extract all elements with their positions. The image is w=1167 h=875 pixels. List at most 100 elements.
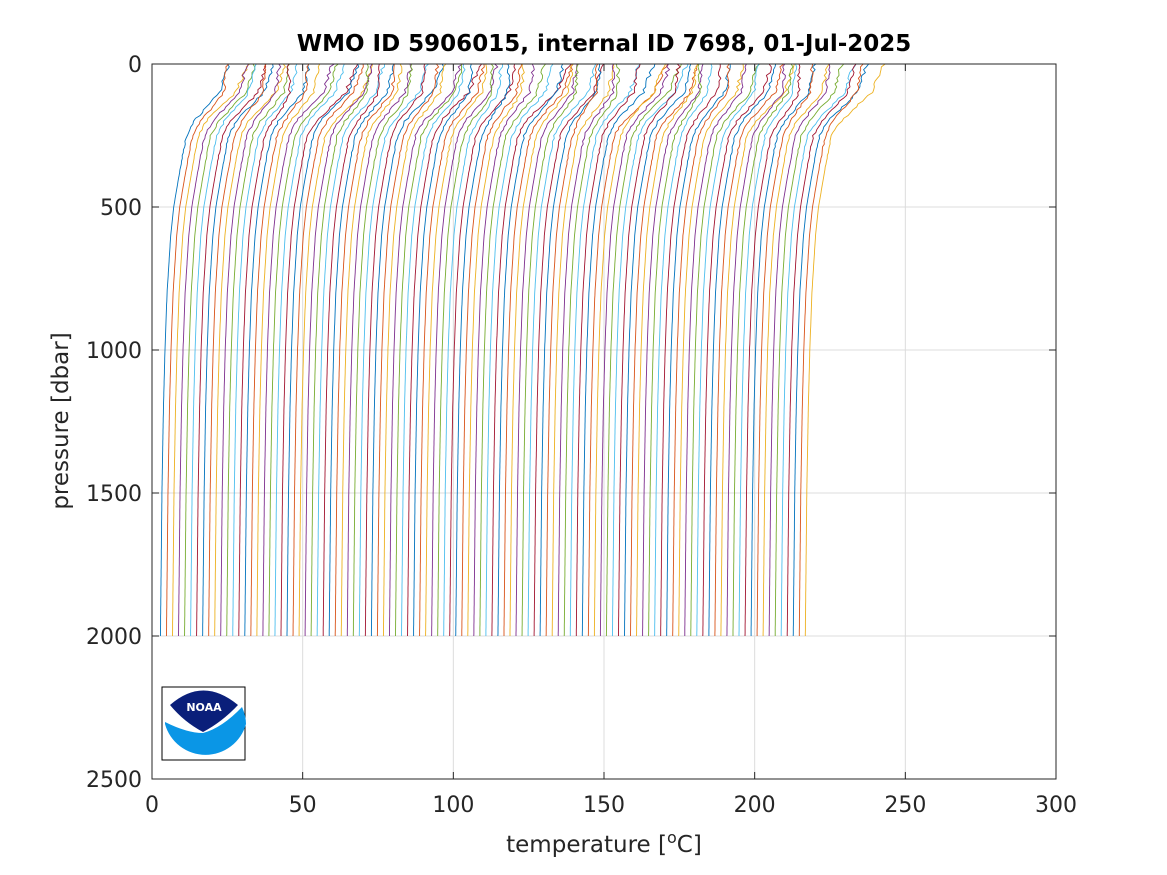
profile-line (172, 63, 250, 636)
profile-line (479, 63, 546, 636)
profile-line (605, 63, 682, 636)
profile-line (232, 63, 298, 636)
profile-line (304, 63, 373, 636)
profile-line (473, 63, 535, 637)
profile-line (551, 63, 615, 636)
profile-line (262, 63, 335, 636)
noaa-logo: NOAA (161, 686, 246, 761)
profile-line (250, 63, 310, 637)
profile-line (774, 63, 845, 636)
profile-line (364, 63, 426, 637)
profile-line (515, 63, 578, 636)
profile-line (485, 63, 554, 636)
y-tick-label: 1000 (86, 339, 142, 364)
profile-line (208, 63, 267, 636)
profile-line (503, 63, 574, 636)
profile-line (750, 63, 817, 636)
x-axis-label-sup: o (667, 828, 677, 847)
profile-line (316, 63, 385, 637)
profile-line (268, 63, 339, 636)
profile-line (690, 63, 760, 636)
profile-line (274, 63, 345, 637)
profile-line (575, 63, 641, 636)
profile-line (178, 63, 249, 636)
profiles (159, 63, 886, 637)
profile-line (382, 63, 447, 637)
profile-line (786, 63, 857, 636)
profile-line (226, 63, 291, 637)
plot-axes: NOAA 0 50 100 150 200 250 300 0 500 1000 1500 2000 2… (86, 53, 1077, 818)
profile-line (425, 63, 488, 636)
profile-line (618, 63, 682, 636)
profile-line (214, 63, 286, 636)
profile-line (292, 63, 364, 637)
profile-line (738, 63, 798, 636)
profile-line (256, 63, 321, 636)
profile-line (587, 63, 668, 637)
profile-line (756, 63, 814, 636)
y-axis-label: pressure [dbar] (48, 332, 74, 509)
profile-line (678, 63, 744, 637)
profile-line (684, 63, 747, 636)
logo-bottom-wave (165, 707, 246, 755)
profile-line (413, 63, 474, 636)
profile-line (244, 63, 311, 636)
x-tick-label: 150 (583, 793, 625, 818)
profile-line (642, 63, 704, 636)
y-tick-label: 1500 (86, 482, 142, 507)
profile-line (792, 63, 870, 637)
profile-line (346, 63, 413, 636)
profile-line (395, 63, 463, 636)
profile-line (376, 63, 440, 636)
profile-line (286, 63, 360, 636)
profile-line (702, 63, 772, 637)
y-tick-label: 0 (128, 53, 142, 78)
profile-line (624, 63, 692, 636)
profile-line (521, 63, 579, 637)
profile-line (443, 64, 503, 636)
x-tick-label: 200 (734, 793, 776, 818)
profile-line (654, 63, 713, 637)
profile-line (533, 63, 604, 636)
profile-line (509, 63, 574, 636)
profile-line (328, 63, 395, 636)
profile-line (672, 63, 731, 636)
profile-line (202, 63, 274, 637)
profile-line (431, 63, 499, 637)
logo-text: NOAA (186, 701, 222, 714)
profile-line (322, 63, 381, 636)
profile-line (370, 63, 445, 636)
profile-line (220, 63, 282, 636)
profile-line (648, 63, 703, 636)
profile-line (334, 63, 395, 636)
profile-line (569, 63, 641, 636)
profile-line (310, 63, 370, 636)
y-tick-label: 500 (100, 196, 142, 221)
profile-line (714, 63, 785, 636)
x-tick-label: 250 (884, 793, 926, 818)
profile-line (190, 63, 257, 636)
profile-line (159, 63, 230, 637)
profile-line (798, 63, 864, 636)
profile-line (455, 63, 511, 637)
profile-line (467, 63, 525, 636)
x-tick-label: 100 (432, 793, 474, 818)
profile-line (389, 63, 463, 636)
profile-line (599, 63, 671, 636)
profile-line (539, 63, 602, 636)
x-axis-label-suffix: C] (677, 832, 702, 858)
profile-line (497, 63, 565, 637)
profile-line (732, 63, 794, 636)
profile-line (419, 63, 485, 636)
profile-line (762, 63, 830, 636)
profile-line (196, 63, 267, 636)
profile-line (666, 63, 731, 636)
ticks (151, 63, 1057, 780)
profile-line (768, 63, 831, 637)
profile-line (557, 63, 615, 636)
profile-line (401, 63, 466, 636)
x-axis-label: temperature [oC] (506, 828, 702, 858)
profile-line (280, 63, 359, 636)
y-tick-label: 2500 (86, 768, 142, 793)
